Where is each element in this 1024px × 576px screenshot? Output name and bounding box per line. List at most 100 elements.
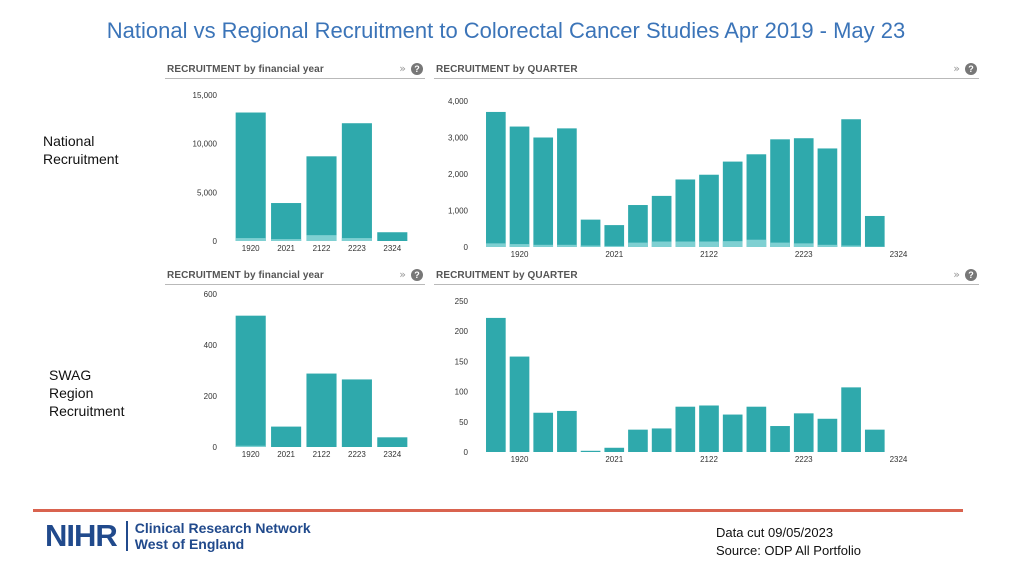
y-tick-label: 10,000 bbox=[193, 140, 218, 149]
y-tick-label: 200 bbox=[204, 392, 218, 401]
help-icon[interactable]: ? bbox=[411, 63, 423, 75]
y-tick-label: 50 bbox=[459, 418, 468, 427]
y-tick-label: 150 bbox=[455, 357, 469, 366]
row-label-line: Recruitment bbox=[43, 151, 119, 167]
bar-secondary-segment bbox=[604, 245, 625, 247]
logo-line: West of England bbox=[134, 536, 245, 552]
help-icon[interactable]: ? bbox=[411, 269, 423, 281]
y-tick-label: 0 bbox=[213, 237, 218, 246]
bar bbox=[817, 418, 838, 452]
bar bbox=[841, 119, 861, 247]
bar bbox=[722, 414, 743, 452]
bar bbox=[235, 112, 266, 241]
chart-national-quarter: 0 1,000 2,000 3,000 4,000 1920 2021 2122 2223 232… bbox=[448, 97, 908, 259]
x-tick-label: 1920 bbox=[242, 244, 260, 253]
x-tick-label: 2223 bbox=[348, 244, 366, 253]
panel-header: RECRUITMENT by financial year » ? bbox=[165, 62, 425, 79]
bar-secondary-segment bbox=[628, 242, 648, 247]
x-tick-label: 2324 bbox=[383, 450, 401, 459]
double-chevron-right-icon[interactable]: » bbox=[399, 268, 406, 281]
bar-secondary-segment bbox=[341, 238, 372, 241]
footer-divider bbox=[33, 509, 963, 512]
bar bbox=[271, 203, 302, 241]
bar bbox=[580, 219, 601, 247]
bar-secondary-segment bbox=[746, 239, 767, 247]
y-tick-label: 2,000 bbox=[448, 170, 469, 179]
y-tick-label: 4,000 bbox=[448, 97, 469, 106]
bar bbox=[604, 225, 625, 247]
panel-title: RECRUITMENT by QUARTER bbox=[436, 64, 578, 75]
x-tick-label: 1920 bbox=[511, 455, 529, 464]
bar bbox=[557, 410, 577, 452]
x-tick-label: 2223 bbox=[795, 455, 813, 464]
panel-header: RECRUITMENT by QUARTER » ? bbox=[434, 62, 979, 79]
bar bbox=[341, 123, 372, 241]
bar bbox=[533, 412, 554, 452]
bar-secondary-segment bbox=[675, 241, 696, 247]
chart-national-financial-year: 0 5,000 10,000 15,000 1920 2021 2122 2223 2324 bbox=[193, 91, 408, 253]
bar bbox=[746, 406, 767, 452]
panel-title: RECRUITMENT by financial year bbox=[167, 64, 324, 75]
x-tick-label: 2223 bbox=[348, 450, 366, 459]
bar bbox=[533, 137, 554, 247]
bar bbox=[306, 373, 337, 447]
x-tick-label: 2324 bbox=[890, 250, 908, 259]
x-tick-label: 2122 bbox=[700, 455, 718, 464]
bar bbox=[746, 154, 767, 247]
panel-title: RECRUITMENT by financial year bbox=[167, 270, 324, 281]
panel-header: RECRUITMENT by QUARTER » ? bbox=[434, 268, 979, 285]
x-tick-label: 2021 bbox=[605, 250, 623, 259]
chart-regional-financial-year: 0 200 400 600 1920 2021 2122 2223 2324 bbox=[204, 290, 408, 459]
bar-secondary-segment bbox=[486, 243, 506, 247]
double-chevron-right-icon[interactable]: » bbox=[953, 268, 960, 281]
help-icon[interactable]: ? bbox=[965, 269, 977, 281]
bar bbox=[675, 179, 696, 247]
row-label-line: Region bbox=[49, 385, 94, 401]
bar-secondary-segment bbox=[841, 245, 861, 247]
bar bbox=[557, 128, 577, 247]
bar bbox=[604, 447, 625, 452]
bar bbox=[722, 161, 743, 247]
panel-national-financial-year: RECRUITMENT by financial year » ? bbox=[165, 62, 425, 264]
y-tick-label: 100 bbox=[455, 388, 469, 397]
bar bbox=[580, 450, 601, 452]
source-note: Source: ODP All Portfolio bbox=[716, 543, 861, 558]
panel-national-quarter: RECRUITMENT by QUARTER » ? bbox=[434, 62, 979, 264]
bar bbox=[651, 428, 672, 452]
bar bbox=[699, 405, 719, 452]
y-tick-label: 5,000 bbox=[197, 188, 218, 197]
bar bbox=[509, 356, 530, 452]
bar bbox=[651, 195, 672, 247]
bar bbox=[817, 148, 838, 247]
double-chevron-right-icon[interactable]: » bbox=[953, 62, 960, 75]
y-tick-label: 0 bbox=[464, 243, 469, 252]
x-tick-label: 2122 bbox=[313, 244, 331, 253]
y-tick-label: 15,000 bbox=[193, 91, 218, 100]
x-tick-label: 2021 bbox=[277, 244, 295, 253]
bar bbox=[628, 429, 648, 452]
double-chevron-right-icon[interactable]: » bbox=[399, 62, 406, 75]
panel-header: RECRUITMENT by financial year » ? bbox=[165, 268, 425, 285]
x-tick-label: 1920 bbox=[242, 450, 260, 459]
bar-secondary-segment bbox=[306, 235, 337, 241]
x-tick-label: 2122 bbox=[700, 250, 718, 259]
bar-secondary-segment bbox=[793, 243, 814, 247]
panel-regional-quarter: RECRUITMENT by QUARTER » ? bbox=[434, 268, 979, 470]
row-label-line: National bbox=[43, 133, 95, 149]
bar-secondary-segment bbox=[817, 244, 838, 247]
bar bbox=[509, 126, 530, 247]
panel-title: RECRUITMENT by QUARTER bbox=[436, 270, 578, 281]
help-icon[interactable]: ? bbox=[965, 63, 977, 75]
bar bbox=[271, 426, 302, 447]
bar-secondary-segment bbox=[722, 241, 743, 247]
logo-line: Clinical Research Network bbox=[134, 520, 311, 536]
bar bbox=[793, 413, 814, 452]
bar bbox=[377, 437, 408, 447]
bar bbox=[864, 215, 885, 247]
bar-secondary-segment bbox=[770, 242, 790, 247]
panel-regional-financial-year: RECRUITMENT by financial year » ? bbox=[165, 268, 425, 470]
row-label-line: SWAG bbox=[49, 367, 92, 383]
y-tick-label: 200 bbox=[455, 327, 469, 336]
y-tick-label: 0 bbox=[213, 443, 218, 452]
bar bbox=[306, 156, 337, 241]
